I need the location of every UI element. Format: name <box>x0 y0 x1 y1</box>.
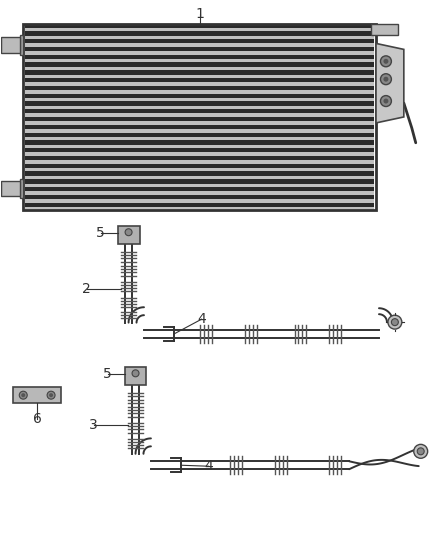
Polygon shape <box>0 182 1 195</box>
Polygon shape <box>25 148 374 152</box>
Circle shape <box>381 95 392 107</box>
Polygon shape <box>25 47 374 51</box>
Polygon shape <box>25 152 374 156</box>
Polygon shape <box>25 195 374 199</box>
Polygon shape <box>25 43 374 47</box>
Polygon shape <box>25 106 374 109</box>
Circle shape <box>392 319 398 326</box>
Polygon shape <box>25 114 374 117</box>
Polygon shape <box>25 31 374 36</box>
Polygon shape <box>25 98 374 101</box>
Polygon shape <box>23 23 376 211</box>
Polygon shape <box>25 203 374 207</box>
Polygon shape <box>25 125 374 129</box>
Circle shape <box>125 229 132 236</box>
Polygon shape <box>25 137 374 140</box>
Polygon shape <box>25 117 374 121</box>
Text: 4: 4 <box>197 312 206 326</box>
Polygon shape <box>25 51 374 55</box>
Polygon shape <box>20 36 23 55</box>
Polygon shape <box>25 156 374 160</box>
Polygon shape <box>25 101 374 106</box>
Polygon shape <box>25 164 374 168</box>
Polygon shape <box>25 129 374 133</box>
Polygon shape <box>1 181 20 197</box>
Polygon shape <box>25 183 374 187</box>
Polygon shape <box>25 160 374 164</box>
Polygon shape <box>20 179 23 198</box>
Polygon shape <box>25 133 374 137</box>
Polygon shape <box>25 67 374 70</box>
Polygon shape <box>25 144 374 148</box>
Polygon shape <box>25 75 374 78</box>
Polygon shape <box>124 367 146 385</box>
Polygon shape <box>25 90 374 94</box>
Polygon shape <box>25 179 374 183</box>
Polygon shape <box>25 70 374 75</box>
Circle shape <box>47 391 55 399</box>
Text: 4: 4 <box>204 459 213 473</box>
Polygon shape <box>25 176 374 179</box>
Polygon shape <box>25 23 374 28</box>
Polygon shape <box>25 78 374 82</box>
Text: 5: 5 <box>96 226 105 240</box>
Polygon shape <box>25 140 374 144</box>
Circle shape <box>388 315 402 329</box>
Circle shape <box>132 370 139 377</box>
Circle shape <box>381 56 392 67</box>
Circle shape <box>21 393 25 397</box>
Text: 5: 5 <box>103 367 112 381</box>
Polygon shape <box>25 172 374 176</box>
Text: 2: 2 <box>82 282 91 296</box>
Circle shape <box>49 393 53 397</box>
Polygon shape <box>1 37 20 53</box>
Polygon shape <box>25 94 374 98</box>
Polygon shape <box>25 36 374 39</box>
Polygon shape <box>25 86 374 90</box>
Circle shape <box>414 445 427 458</box>
Text: 3: 3 <box>89 418 98 432</box>
Polygon shape <box>376 43 404 123</box>
Polygon shape <box>371 23 398 36</box>
Circle shape <box>383 99 389 103</box>
Polygon shape <box>13 387 61 403</box>
Polygon shape <box>25 55 374 59</box>
Polygon shape <box>25 39 374 43</box>
Circle shape <box>383 59 389 64</box>
Text: 6: 6 <box>33 412 42 426</box>
Polygon shape <box>25 199 374 203</box>
Polygon shape <box>118 226 140 244</box>
Polygon shape <box>25 82 374 86</box>
Polygon shape <box>25 62 374 67</box>
Polygon shape <box>25 191 374 195</box>
Polygon shape <box>25 207 374 211</box>
Polygon shape <box>25 187 374 191</box>
Text: 1: 1 <box>195 6 204 21</box>
Polygon shape <box>25 121 374 125</box>
Circle shape <box>19 391 27 399</box>
Polygon shape <box>25 28 374 31</box>
Circle shape <box>417 448 424 455</box>
Circle shape <box>383 77 389 82</box>
Circle shape <box>381 74 392 85</box>
Polygon shape <box>25 59 374 62</box>
Polygon shape <box>0 39 1 51</box>
Polygon shape <box>25 168 374 172</box>
Polygon shape <box>25 109 374 114</box>
